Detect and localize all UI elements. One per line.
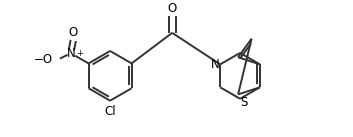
Text: N: N bbox=[67, 47, 76, 60]
Text: −O: −O bbox=[34, 53, 53, 66]
Text: O: O bbox=[68, 26, 78, 38]
Text: S: S bbox=[240, 96, 247, 109]
Text: +: + bbox=[76, 49, 83, 58]
Text: N: N bbox=[210, 58, 219, 71]
Text: O: O bbox=[168, 2, 177, 15]
Text: Cl: Cl bbox=[104, 105, 116, 119]
